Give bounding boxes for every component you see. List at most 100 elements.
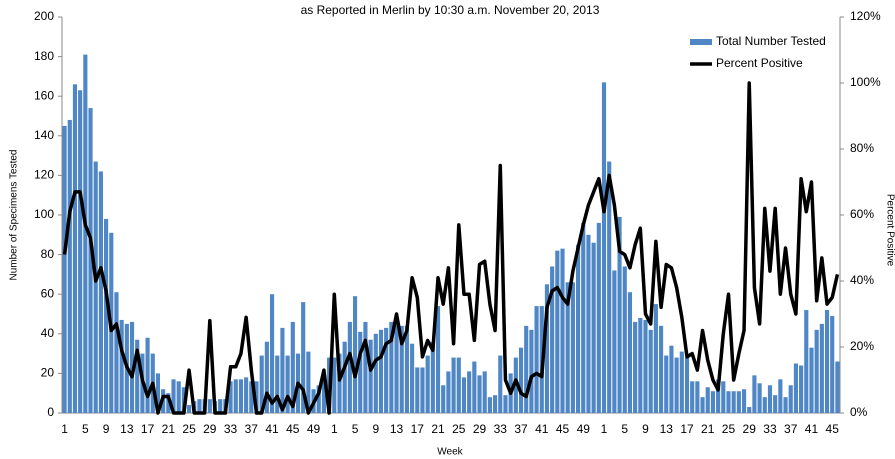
x-tick-label: 33 bbox=[494, 422, 508, 436]
bar bbox=[638, 317, 643, 413]
bar bbox=[337, 353, 342, 413]
bar bbox=[679, 351, 684, 413]
bar bbox=[83, 54, 88, 414]
y2-axis-label: Percent Positive bbox=[884, 194, 895, 267]
bar bbox=[363, 321, 368, 413]
bar bbox=[477, 375, 482, 413]
bar bbox=[814, 329, 819, 413]
x-tick-label: 49 bbox=[307, 422, 321, 436]
x-tick-label: 29 bbox=[743, 422, 757, 436]
x-tick-label: 1 bbox=[61, 422, 68, 436]
bar bbox=[93, 161, 98, 413]
bar bbox=[384, 327, 389, 413]
bar bbox=[368, 339, 373, 413]
bar bbox=[788, 385, 793, 413]
y-tick-label: 160 bbox=[34, 88, 54, 102]
bar bbox=[824, 310, 830, 413]
bar bbox=[67, 119, 72, 414]
bar bbox=[617, 216, 622, 413]
bar bbox=[830, 315, 835, 413]
bar bbox=[669, 345, 674, 413]
bar bbox=[555, 250, 560, 413]
x-tick-label: 37 bbox=[245, 422, 259, 436]
x-tick-label: 5 bbox=[82, 422, 89, 436]
bar bbox=[166, 393, 171, 413]
bar bbox=[88, 108, 93, 413]
bar bbox=[741, 389, 747, 413]
bar bbox=[487, 397, 492, 413]
bar bbox=[799, 365, 804, 413]
bar bbox=[783, 397, 788, 413]
y-tick-label: 0 bbox=[47, 405, 54, 419]
bar bbox=[378, 329, 384, 413]
bar bbox=[503, 395, 508, 413]
bar bbox=[778, 379, 783, 413]
bar bbox=[736, 391, 741, 413]
bar bbox=[238, 379, 244, 413]
bar bbox=[145, 337, 150, 413]
bar bbox=[752, 375, 757, 413]
bar bbox=[524, 325, 529, 413]
bar bbox=[342, 341, 347, 413]
bar bbox=[695, 381, 700, 413]
bar bbox=[498, 355, 503, 413]
bar bbox=[389, 321, 394, 413]
x-tick-label: 9 bbox=[372, 422, 379, 436]
bar bbox=[658, 325, 664, 413]
chart-title: as Reported in Merlin by 10:30 a.m. Nove… bbox=[301, 3, 600, 17]
x-tick-label: 49 bbox=[577, 422, 591, 436]
bar bbox=[586, 234, 591, 413]
bar bbox=[467, 371, 472, 413]
x-tick-label: 21 bbox=[701, 422, 715, 436]
x-tick-label: 41 bbox=[535, 422, 549, 436]
bar bbox=[456, 357, 461, 413]
bar bbox=[352, 296, 358, 413]
y-tick-label: 140 bbox=[34, 128, 54, 142]
x-tick-label: 13 bbox=[660, 422, 674, 436]
bar bbox=[700, 397, 705, 413]
bar bbox=[529, 329, 534, 413]
bar bbox=[435, 306, 441, 413]
bar bbox=[233, 379, 238, 413]
y2-tick-label: 100% bbox=[850, 75, 881, 89]
bar bbox=[394, 323, 399, 413]
bar bbox=[306, 351, 311, 413]
x-tick-label: 45 bbox=[286, 422, 300, 436]
y-tick-label: 40 bbox=[41, 326, 55, 340]
bar bbox=[773, 395, 778, 413]
x-tick-label: 17 bbox=[141, 422, 155, 436]
y-tick-label: 20 bbox=[41, 366, 55, 380]
x-axis-label: Week bbox=[437, 447, 463, 458]
x-tick-label: 9 bbox=[642, 422, 649, 436]
y2-tick-label: 60% bbox=[850, 207, 874, 221]
bar bbox=[518, 347, 524, 413]
bar bbox=[254, 381, 259, 413]
bar bbox=[710, 391, 716, 413]
bar bbox=[135, 339, 140, 413]
bar bbox=[565, 282, 570, 413]
x-tick-label: 1 bbox=[331, 422, 338, 436]
bar bbox=[690, 381, 695, 413]
bar bbox=[249, 381, 254, 413]
bar bbox=[731, 391, 736, 413]
bar bbox=[62, 125, 67, 414]
bar bbox=[155, 373, 161, 413]
bar bbox=[653, 304, 658, 413]
bar bbox=[425, 355, 430, 413]
bar bbox=[415, 367, 420, 413]
bar bbox=[207, 399, 212, 413]
bar bbox=[410, 343, 415, 413]
x-tick-label: 45 bbox=[556, 422, 570, 436]
bar bbox=[218, 399, 223, 413]
bar bbox=[321, 377, 327, 413]
x-tick-label: 33 bbox=[763, 422, 777, 436]
bar bbox=[560, 248, 565, 413]
bar bbox=[451, 357, 456, 413]
x-tick-label: 29 bbox=[473, 422, 487, 436]
x-tick-label: 25 bbox=[452, 422, 466, 436]
bar bbox=[244, 377, 249, 413]
y-tick-label: 100 bbox=[34, 207, 54, 221]
bar bbox=[544, 284, 550, 413]
bar bbox=[373, 333, 378, 413]
